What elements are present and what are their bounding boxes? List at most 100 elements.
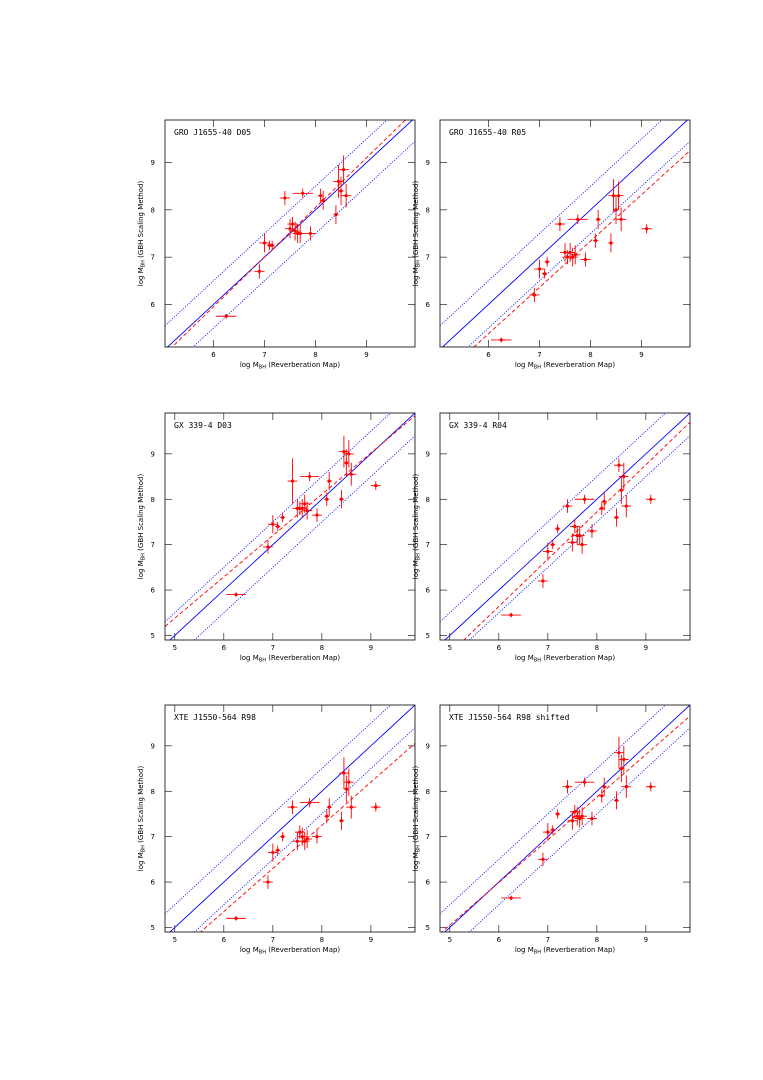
point [614,798,619,802]
x-tick-label: 9 [369,644,373,652]
label-rest: (GBH Scaling Method) [137,766,145,846]
y-tick-label: 8 [151,206,155,214]
point [347,780,351,784]
y-tick-label: 8 [151,496,155,504]
x-tick-label: 8 [313,351,317,359]
x-tick-label: 7 [262,351,266,359]
label-main: log M [515,946,534,954]
point [298,231,302,236]
points [491,179,652,343]
point [645,227,649,231]
y-axis-label: log MBH (GBH Scaling Method) [412,181,422,287]
fit-lines [165,413,415,640]
point [583,257,588,262]
point [349,472,353,476]
point [298,830,302,834]
x-tick-label: 8 [595,936,599,944]
point [509,613,513,617]
reference-line [444,705,690,932]
point [609,241,613,245]
point [602,499,606,504]
reference-line [463,421,690,640]
point [234,593,238,597]
reference-line [441,120,689,347]
reference-line [165,415,415,627]
label-rest: (Reverberation Map) [541,654,615,662]
label-sub: BH [259,950,266,956]
label-main: log M [412,852,420,871]
point [344,194,348,198]
point [341,168,346,172]
point [321,198,325,202]
point [568,250,572,255]
y-tick-label: 6 [151,587,156,595]
y-tick-label: 5 [151,632,155,640]
point [281,835,285,839]
point [558,222,562,226]
fit-lines [440,705,690,932]
point [300,506,304,510]
label-rest: (GBH Scaling Method) [412,766,420,846]
label-rest: (Reverberation Map) [541,361,615,369]
y-tick-label: 7 [426,833,430,841]
label-rest: (Reverberation Map) [266,654,340,662]
y-tick-label: 8 [151,788,155,796]
x-axis-label: log MBH (Reverberation Map) [515,946,616,956]
point [509,896,513,900]
point [624,785,628,789]
panel-title: XTE J1550-564 R98 shifted [449,713,570,722]
x-tick-label: 8 [588,351,592,359]
point [327,479,331,483]
point [573,810,577,814]
point [541,857,545,861]
reference-line [193,435,415,640]
reference-line [165,705,392,915]
x-tick-label: 5 [173,644,177,652]
label-main: log M [412,560,420,579]
label-rest: (GBH Scaling Method) [412,474,420,554]
point [347,452,351,456]
y-tick-label: 6 [426,587,431,595]
point [234,916,238,920]
point [551,543,555,547]
x-tick-label: 8 [320,936,324,944]
label-main: log M [240,361,259,369]
points [216,155,352,319]
point [295,839,299,843]
point [315,513,319,517]
label-sub: BH [141,553,147,560]
y-tick-label: 6 [426,879,431,887]
points [226,757,381,921]
point [600,794,604,798]
point [556,812,560,816]
y-axis-label: log MBH (GBH Scaling Method) [137,181,147,287]
label-sub: BH [534,658,541,664]
point [541,579,545,583]
point [614,208,618,212]
label-rest: (Reverberation Map) [266,946,340,954]
y-tick-label: 7 [151,833,155,841]
point [622,757,626,762]
point [542,272,547,276]
point [266,545,270,549]
point [624,504,628,508]
plot-frame [439,412,691,641]
reference-line [444,413,690,640]
point [565,785,570,789]
y-tick-label: 8 [426,496,430,504]
point [556,527,560,531]
x-tick-label: 6 [486,351,491,359]
reference-line [169,413,415,640]
label-sub: BH [141,845,147,852]
label-main: log M [412,267,420,286]
y-tick-label: 7 [426,254,430,262]
point [325,814,329,818]
label-rest: (Reverberation Map) [266,361,340,369]
point [616,194,621,198]
point [570,540,574,544]
label-sub: BH [259,365,266,371]
point [545,260,549,264]
x-tick-label: 5 [173,936,177,944]
